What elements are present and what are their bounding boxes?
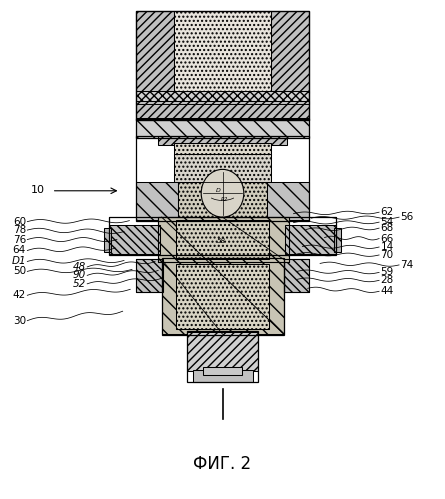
Text: 90: 90 <box>73 270 86 280</box>
Bar <box>158 217 289 262</box>
Bar <box>202 367 243 375</box>
Text: 59: 59 <box>380 267 394 277</box>
Bar <box>284 259 309 292</box>
Text: 54: 54 <box>380 217 394 227</box>
Text: 68: 68 <box>380 223 394 233</box>
Text: D: D <box>216 188 221 193</box>
Bar <box>109 225 160 254</box>
Bar <box>267 182 309 220</box>
Text: 58: 58 <box>217 238 226 244</box>
Bar <box>176 264 269 329</box>
Bar <box>174 154 271 185</box>
Text: 62: 62 <box>380 207 394 217</box>
Bar <box>162 258 284 335</box>
Text: R2: R2 <box>221 197 228 202</box>
Bar <box>187 331 258 382</box>
Bar <box>136 118 309 138</box>
Text: 78: 78 <box>13 225 26 235</box>
Bar <box>136 91 309 104</box>
Text: 64: 64 <box>13 246 26 255</box>
Text: 14: 14 <box>380 242 394 252</box>
Circle shape <box>201 169 244 217</box>
Bar <box>174 143 271 155</box>
Text: 28: 28 <box>380 275 394 285</box>
Bar <box>285 225 336 254</box>
Text: 44: 44 <box>380 286 394 296</box>
Bar <box>284 259 309 292</box>
Text: 70: 70 <box>380 250 393 260</box>
Text: 42: 42 <box>13 290 26 300</box>
Bar <box>136 101 309 120</box>
Bar <box>136 182 178 220</box>
Text: 56: 56 <box>400 212 414 222</box>
Bar <box>136 10 174 93</box>
Bar <box>104 228 111 252</box>
Bar <box>193 370 253 382</box>
Bar <box>158 217 289 262</box>
Bar <box>271 10 309 93</box>
Text: 60: 60 <box>13 217 26 227</box>
Text: 74: 74 <box>400 260 414 270</box>
Text: D1: D1 <box>12 256 26 266</box>
Bar <box>136 259 162 292</box>
Text: 30: 30 <box>13 316 26 326</box>
Text: 76: 76 <box>13 235 26 245</box>
Bar <box>136 136 309 221</box>
Text: 10: 10 <box>31 185 45 195</box>
Bar <box>174 10 271 93</box>
Bar <box>334 228 341 252</box>
Text: 66: 66 <box>380 234 394 244</box>
Bar <box>187 332 258 371</box>
Bar <box>158 136 287 145</box>
Bar <box>136 119 309 138</box>
Text: 48: 48 <box>73 262 86 272</box>
Bar <box>109 217 336 255</box>
Bar <box>178 182 267 220</box>
Text: 50: 50 <box>13 266 26 276</box>
Bar <box>136 10 309 120</box>
Bar <box>176 220 269 259</box>
Text: ФИГ. 2: ФИГ. 2 <box>194 456 251 474</box>
Text: 52: 52 <box>73 279 86 289</box>
Bar <box>162 259 284 334</box>
Bar <box>136 259 162 292</box>
